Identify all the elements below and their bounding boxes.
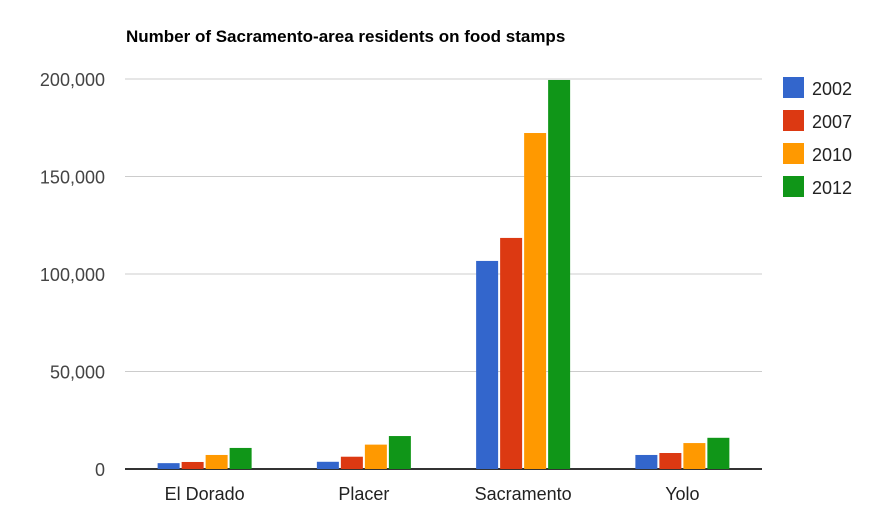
legend-label: 2002	[812, 79, 852, 99]
bar-2002-yolo	[635, 454, 658, 469]
legend-swatch-2002	[783, 77, 804, 98]
bar-2007-el-dorado	[181, 461, 204, 469]
legend-label: 2007	[812, 112, 852, 132]
chart-title: Number of Sacramento-area residents on f…	[126, 27, 565, 46]
y-tick-label: 100,000	[40, 265, 105, 285]
x-axis-labels: El Dorado Placer Sacramento Yolo	[165, 484, 700, 504]
bar-2002-el-dorado	[157, 463, 180, 469]
bar-2012-sacramento	[548, 79, 571, 469]
legend-swatch-2012	[783, 176, 804, 197]
bar-2007-sacramento	[500, 237, 523, 469]
bar-2012-el-dorado	[229, 447, 252, 469]
legend-swatch-2007	[783, 110, 804, 131]
bar-2002-placer	[316, 461, 339, 469]
bar-2007-placer	[340, 456, 363, 469]
y-tick-label: 0	[95, 460, 105, 480]
x-tick-label: El Dorado	[165, 484, 245, 504]
bar-2010-placer	[364, 444, 387, 469]
legend: 2002 2007 2010 2012	[783, 77, 852, 198]
legend-label: 2012	[812, 178, 852, 198]
legend-swatch-2010	[783, 143, 804, 164]
bar-2012-placer	[388, 436, 411, 469]
y-tick-label: 50,000	[50, 363, 105, 383]
bar-2002-sacramento	[476, 260, 499, 469]
x-tick-label: Placer	[338, 484, 389, 504]
x-tick-label: Yolo	[665, 484, 699, 504]
bar-2012-yolo	[707, 437, 730, 469]
y-tick-label: 200,000	[40, 70, 105, 90]
bar-2010-el-dorado	[205, 454, 228, 469]
y-tick-label: 150,000	[40, 168, 105, 188]
bars	[157, 79, 730, 469]
bar-2010-yolo	[683, 443, 706, 469]
legend-label: 2010	[812, 145, 852, 165]
x-tick-label: Sacramento	[475, 484, 572, 504]
y-axis-labels: 0 50,000 100,000 150,000 200,000	[40, 70, 105, 480]
bar-2007-yolo	[659, 453, 682, 469]
gridlines	[125, 78, 762, 470]
bar-2010-sacramento	[524, 133, 547, 469]
